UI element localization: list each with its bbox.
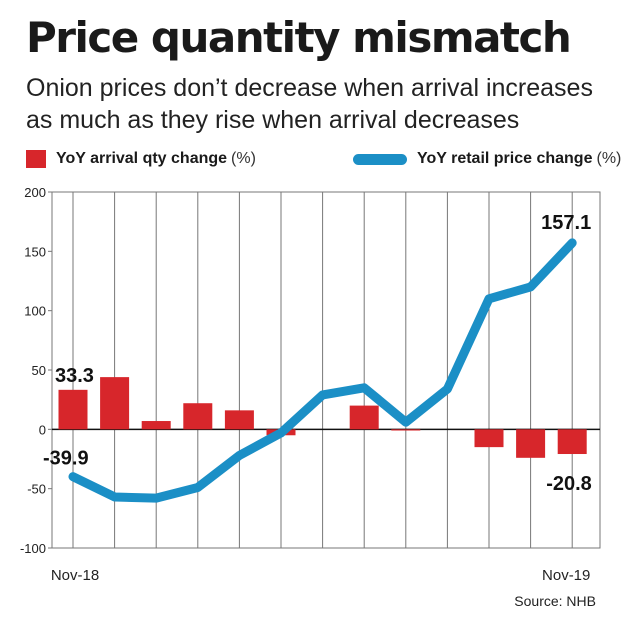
line-point: [529, 285, 532, 288]
line-point: [155, 497, 158, 500]
data-label-last-bar: -20.8: [546, 473, 592, 495]
y-tick-label: 100: [24, 304, 46, 319]
y-tick-label: 200: [24, 185, 46, 200]
bar-arrival: [58, 389, 88, 430]
legend-item-price: YoY retail price change (%): [353, 150, 621, 168]
line-point: [321, 393, 324, 396]
bar-arrival: [349, 405, 379, 430]
y-tick-label: 150: [24, 244, 46, 259]
data-label-first-line: -39.9: [43, 448, 89, 470]
line-point: [571, 241, 574, 244]
line-point: [238, 454, 241, 457]
legend-label-price: YoY retail price change: [417, 150, 593, 167]
line-point: [404, 421, 407, 424]
legend-unit-arrival: (%): [231, 150, 256, 167]
line-point: [363, 386, 366, 389]
y-tick-label: -100: [20, 541, 46, 556]
legend-swatch-bar: [26, 150, 46, 168]
legend-swatch-line: [353, 153, 407, 165]
bar-arrival: [183, 403, 213, 430]
line-point: [446, 387, 449, 390]
bar-arrival: [516, 429, 546, 458]
legend-unit-price: (%): [596, 150, 622, 167]
line-point: [280, 431, 282, 434]
line-point: [72, 475, 74, 478]
y-tick-label: -50: [27, 482, 46, 497]
bar-arrival: [100, 377, 130, 430]
x-tick-label: Nov-19: [542, 567, 590, 584]
x-tick-label: Nov-18: [51, 567, 99, 584]
chart-subtitle: Onion prices don’t decrease when arrival…: [26, 74, 593, 134]
bar-arrival: [391, 429, 421, 431]
bar-arrival: [557, 429, 587, 455]
y-tick-label: 50: [32, 363, 46, 378]
chart-title: Price quantity mismatch: [26, 13, 572, 62]
line-point: [196, 486, 199, 489]
source-note: Source: NHB: [514, 593, 596, 609]
data-label-first-bar: 33.3: [55, 365, 94, 387]
bar-arrival: [141, 421, 171, 430]
line-point: [488, 297, 490, 300]
y-tick-label: 0: [39, 422, 46, 437]
legend-label-arrival: YoY arrival qty change: [56, 150, 228, 167]
bar-arrival: [224, 410, 254, 430]
data-label-last-line: 157.1: [541, 212, 591, 234]
legend-item-arrival: YoY arrival qty change (%): [26, 150, 256, 168]
bar-arrival: [474, 429, 504, 448]
line-point: [113, 495, 116, 498]
